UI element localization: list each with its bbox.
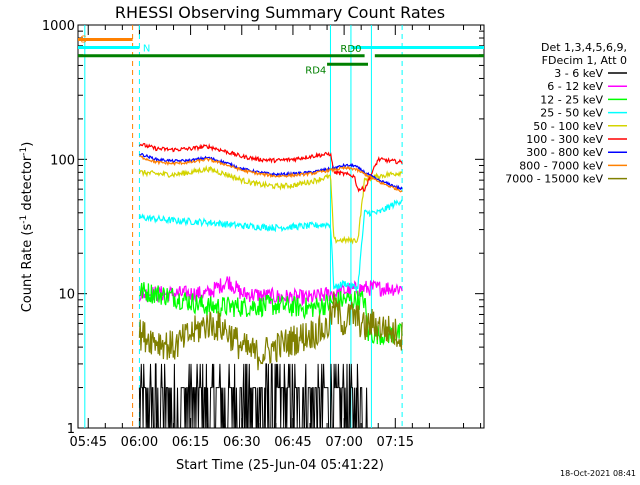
y-label-part: Count Rate (s: [20, 224, 35, 313]
chart-title: RHESSI Observing Summary Count Rates: [115, 3, 445, 22]
x-tick-label: 07:15: [377, 435, 414, 450]
y-label-exponent: -1: [19, 215, 29, 224]
legend-entry: 7000 - 15000 keV: [505, 173, 603, 186]
indicator-label: S: [80, 34, 86, 45]
y-label-exponent: -1: [19, 147, 29, 156]
series-line: [138, 142, 403, 193]
series-line: [138, 155, 403, 193]
x-tick-label: 07:00: [325, 435, 362, 450]
series-line: [138, 164, 403, 245]
series-line: [138, 363, 371, 429]
legend-entry: 100 - 300 keV: [526, 133, 603, 146]
indicator-label: N: [143, 43, 150, 54]
y-tick-label: 10: [58, 288, 75, 303]
indicator-label: RD4: [305, 65, 326, 76]
indicator-label: RD0: [340, 44, 361, 55]
y-tick-label: 100: [50, 153, 75, 168]
x-tick-label: 06:45: [274, 435, 311, 450]
x-tick-label: 05:45: [70, 435, 107, 450]
legend-header-line: FDecim 1, Att 0: [542, 54, 627, 67]
series-line: [138, 199, 403, 292]
footer-timestamp: 18-Oct-2021 08:41: [560, 469, 636, 478]
y-tick-label: 1000: [42, 19, 75, 34]
legend-entry: 25 - 50 keV: [540, 107, 603, 120]
legend-entry: 300 - 800 keV: [526, 146, 603, 159]
x-tick-label: 06:00: [121, 435, 158, 450]
legend-header-line: Det 1,3,4,5,6,9,: [541, 41, 627, 54]
x-axis-label: Start Time (25-Jun-04 05:41:22): [176, 458, 384, 473]
y-label-part: detector: [20, 155, 35, 215]
series-line: [139, 282, 403, 346]
y-tick-label: 1: [67, 422, 75, 437]
plot-area: 1 10 100 1000 05:45 06:00 06:15 06:30 06:45 07:00…: [42, 19, 485, 450]
legend-entry: 50 - 100 keV: [533, 120, 603, 133]
series-line: [139, 153, 403, 191]
x-tick-label: 06:30: [223, 435, 260, 450]
legend: Det 1,3,4,5,6,9, FDecim 1, Att 0 3 - 6 k…: [505, 41, 627, 186]
legend-entry: 3 - 6 keV: [554, 67, 603, 80]
legend-entry: 12 - 25 keV: [540, 93, 603, 106]
legend-entry: 800 - 7000 keV: [519, 159, 603, 172]
legend-entry: 6 - 12 keV: [547, 80, 603, 93]
series-line: [138, 291, 403, 371]
y-label-part: ): [20, 142, 35, 147]
x-tick-label: 06:15: [172, 435, 209, 450]
y-axis-label: Count Rate (s-1 detector-1): [19, 142, 35, 313]
